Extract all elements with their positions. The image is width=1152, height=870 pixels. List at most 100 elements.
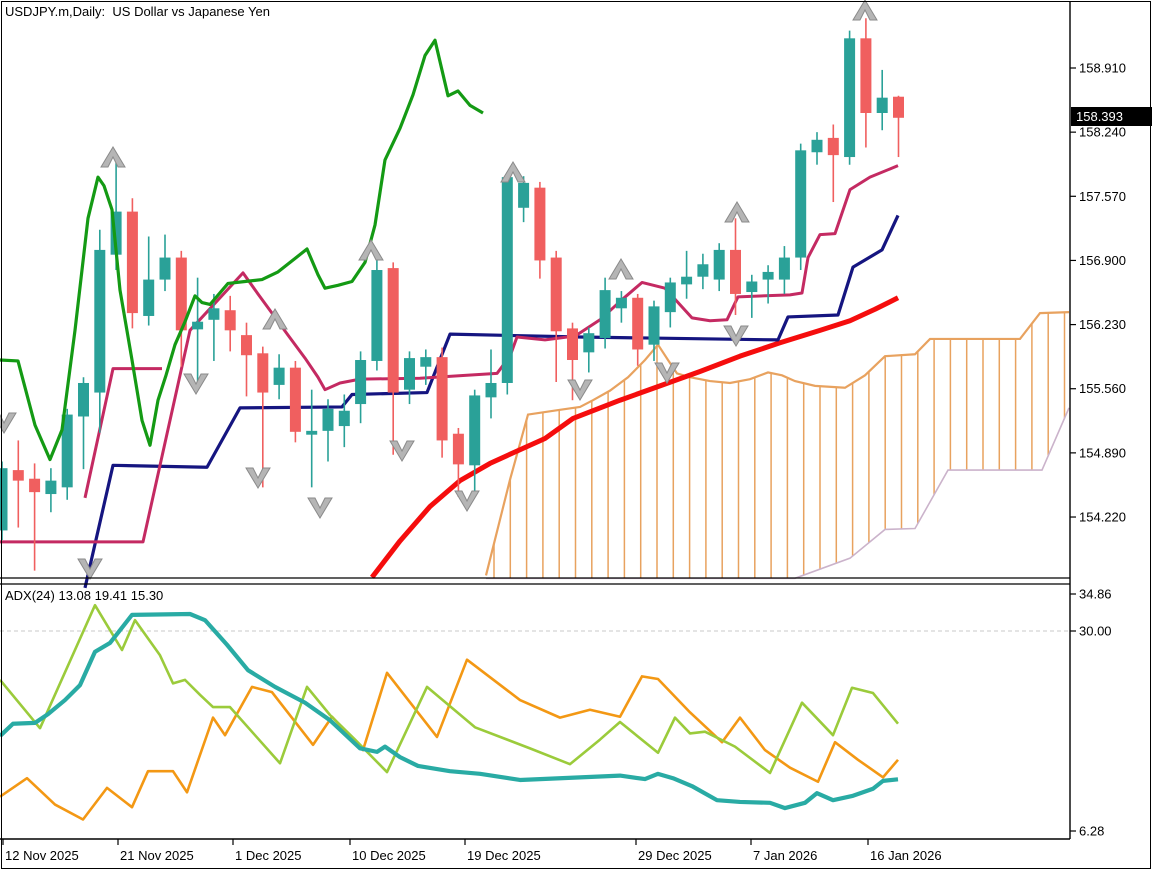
candle-body xyxy=(143,279,155,316)
fractal-down-arrow-icon xyxy=(77,558,103,580)
candles xyxy=(0,18,904,571)
candle-body xyxy=(420,357,432,367)
date-tick-label: 10 Dec 2025 xyxy=(352,848,426,863)
candle-body xyxy=(778,257,790,280)
fractal-up-arrow-icon xyxy=(852,0,878,21)
candle-body xyxy=(550,257,562,332)
candle-body xyxy=(746,281,758,293)
fractal-arrows xyxy=(0,0,878,580)
candle-body xyxy=(159,257,171,280)
candle-body xyxy=(192,321,204,330)
candle-body xyxy=(697,264,709,277)
candle-body xyxy=(501,177,513,383)
candle-body xyxy=(632,297,644,350)
candle-body xyxy=(567,328,578,361)
time-axis-labels: 12 Nov 2025 21 Nov 2025 1 Dec 2025 10 Dec 2… xyxy=(2,839,942,863)
candle-body xyxy=(615,297,627,309)
candle-body xyxy=(322,408,334,431)
candle-body xyxy=(224,310,236,331)
fractal-down-arrow-icon xyxy=(389,440,415,462)
date-tick-label: 29 Dec 2025 xyxy=(638,848,712,863)
adx-tick-label: 6.28 xyxy=(1079,824,1104,839)
candle-body xyxy=(583,333,595,353)
candle-body xyxy=(126,211,138,314)
date-tick-label: 16 Jan 2026 xyxy=(870,848,942,863)
adx-panel xyxy=(0,603,1070,821)
candle-body xyxy=(811,139,823,153)
candle-body xyxy=(61,414,73,488)
fractal-down-arrow-icon xyxy=(183,373,209,395)
price-tick-label: 158.910 xyxy=(1079,61,1126,76)
fractal-up-arrow-icon xyxy=(500,161,526,183)
fractal-up-arrow-icon xyxy=(262,308,288,330)
candle-body xyxy=(0,468,8,531)
current-price-badge: 158.393 xyxy=(1071,107,1152,126)
candle-body xyxy=(648,306,660,345)
candle-body xyxy=(175,257,187,331)
fractal-down-arrow-icon xyxy=(454,490,480,512)
candle-body xyxy=(110,211,122,255)
candle-body xyxy=(355,360,367,405)
adx-tick-label: 30.00 xyxy=(1079,624,1112,639)
candle-body xyxy=(485,382,497,398)
candle-body xyxy=(860,38,872,113)
candle-body xyxy=(94,249,106,393)
fractal-up-arrow-icon xyxy=(608,258,634,280)
date-tick-label: 21 Nov 2025 xyxy=(120,848,194,863)
ichimoku-cloud xyxy=(484,311,1070,580)
candle-body xyxy=(241,335,252,356)
chart-symbol-title: USDJPY.m,Daily: US Dollar vs Japanese Ye… xyxy=(5,4,270,19)
adx-axis-labels: 34.86 30.00 6.28 xyxy=(1070,587,1112,839)
candle-body xyxy=(844,38,856,158)
price-tick-label: 158.240 xyxy=(1079,125,1126,140)
price-tick-label: 157.570 xyxy=(1079,189,1126,204)
fractal-down-arrow-icon xyxy=(0,412,17,434)
candle-body xyxy=(29,478,41,493)
fractal-up-arrow-icon xyxy=(358,239,384,261)
candle-body xyxy=(404,358,415,390)
price-axis-labels: 158.910 158.240 157.570 156.900 156.230 155.5… xyxy=(1070,61,1126,525)
date-tick-label: 7 Jan 2026 xyxy=(753,848,817,863)
candle-body xyxy=(664,282,676,313)
candle-body xyxy=(534,187,546,261)
candle-body xyxy=(306,430,318,435)
candle-body xyxy=(208,308,220,320)
candle-body xyxy=(12,470,24,481)
adx-indicator-label: ADX(24) 13.08 19.41 15.30 xyxy=(5,588,164,603)
price-tick-label: 154.890 xyxy=(1079,445,1126,460)
price-tick-label: 156.230 xyxy=(1079,317,1126,332)
chikou-line xyxy=(0,38,484,462)
date-tick-label: 1 Dec 2025 xyxy=(235,848,302,863)
candle-body xyxy=(762,271,774,280)
candle-body xyxy=(371,270,383,361)
candle-body xyxy=(681,276,693,285)
candle-body xyxy=(338,410,350,427)
candle-body xyxy=(876,97,888,113)
candle-body xyxy=(257,353,269,393)
price-tick-label: 155.560 xyxy=(1079,381,1126,396)
candle-body xyxy=(518,182,530,208)
candle-body xyxy=(795,150,807,258)
candle-body xyxy=(827,137,839,156)
candle-body xyxy=(730,249,741,294)
candle-body xyxy=(78,382,89,417)
candle-body xyxy=(713,249,725,280)
adx-tick-label: 34.86 xyxy=(1079,587,1112,602)
candle-body xyxy=(387,268,399,393)
price-tick-label: 154.220 xyxy=(1079,510,1126,525)
fractal-down-arrow-icon xyxy=(654,362,680,384)
fractal-up-arrow-icon xyxy=(100,146,126,168)
candle-body xyxy=(599,290,611,338)
fractal-down-arrow-icon xyxy=(567,379,593,401)
price-tick-label: 156.900 xyxy=(1079,253,1126,268)
candle-body xyxy=(893,96,904,118)
fractal-down-arrow-icon xyxy=(307,497,333,519)
candle-body xyxy=(469,395,481,466)
fractal-down-arrow-icon xyxy=(245,467,271,489)
candle-body xyxy=(45,480,57,495)
candle-body xyxy=(273,367,285,385)
candle-body xyxy=(436,357,448,441)
